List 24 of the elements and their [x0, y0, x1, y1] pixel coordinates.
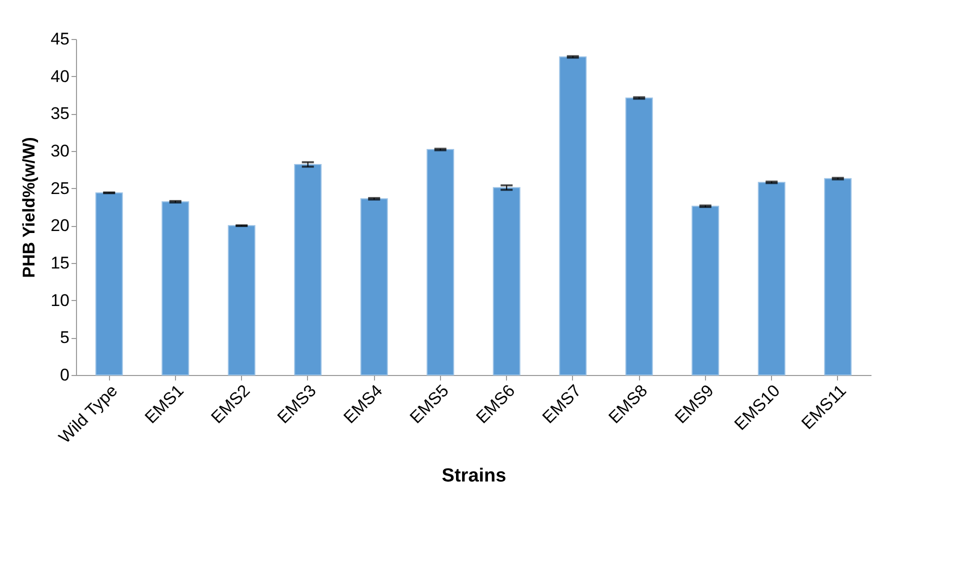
y-axis-title: PHB Yield%(w/W) — [20, 137, 39, 278]
y-tick-label: 15 — [50, 254, 70, 272]
y-tick-label: 35 — [50, 104, 70, 124]
x-axis-title: Strains — [442, 466, 506, 487]
y-tick-label: 40 — [50, 66, 70, 86]
y-tick-label: 45 — [50, 30, 70, 48]
bar — [492, 187, 520, 376]
bar — [559, 56, 587, 376]
bar — [162, 201, 190, 376]
bar — [824, 178, 852, 376]
bar — [426, 149, 454, 376]
y-tick-label: 5 — [60, 328, 70, 348]
y-tick-label: 30 — [50, 142, 70, 160]
y-tick-label: 20 — [50, 216, 70, 236]
bar — [360, 198, 388, 376]
y-tick-label: 25 — [50, 178, 70, 198]
bar — [95, 192, 123, 376]
bar — [692, 206, 720, 376]
bar — [758, 182, 786, 376]
bar — [294, 164, 322, 376]
bar — [228, 225, 256, 376]
y-tick-label: 0 — [60, 366, 70, 384]
y-tick-label: 10 — [50, 290, 70, 310]
bar — [625, 97, 653, 376]
